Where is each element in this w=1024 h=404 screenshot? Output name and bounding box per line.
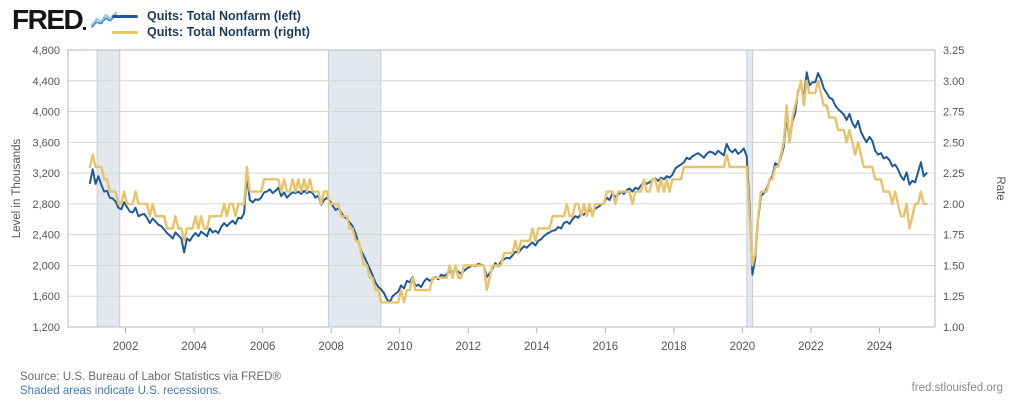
- y-left-tick-label: 3,600: [32, 137, 60, 149]
- y-right-tick-label: 2.50: [943, 137, 964, 149]
- x-tick-label: 2018: [661, 341, 687, 353]
- legend-swatch-blue: [112, 14, 138, 18]
- x-tick-label: 2016: [593, 341, 619, 353]
- legend-item-left-series: Quits: Total Nonfarm (left): [112, 8, 310, 24]
- plot-border: [67, 49, 936, 328]
- x-tick-label: 2014: [524, 341, 550, 353]
- chart-legend: Quits: Total Nonfarm (left) Quits: Total…: [112, 8, 310, 40]
- legend-label-right-series: Quits: Total Nonfarm (right): [147, 24, 310, 39]
- y-left-tick-label: 4,000: [32, 107, 60, 119]
- x-tick-label: 2010: [387, 341, 413, 353]
- x-tick-label: 2004: [181, 341, 207, 353]
- fred-logo-text: FRED: [12, 4, 84, 35]
- y-axis-right-labels: 3.25 3.00 2.75 2.50 2.25 2.00 1.75 1.50 1.25 1.00: [943, 45, 964, 334]
- y-right-tick-label: 2.25: [943, 168, 964, 180]
- y-right-tick-label: 2.00: [943, 199, 964, 211]
- x-axis-labels: 2002 2004 2006 2008 2010 2012 2014 2016 2018 2020…: [113, 328, 893, 353]
- x-tick-label: 2022: [798, 341, 824, 353]
- y-right-tick-label: 3.00: [943, 76, 964, 88]
- left-axis-title: Level in Thousands: [11, 138, 23, 238]
- y-left-tick-label: 3,200: [32, 168, 60, 180]
- legend-swatch-gold: [112, 30, 138, 34]
- y-right-tick-label: 1.00: [943, 322, 964, 334]
- series-line-rate: [88, 79, 928, 304]
- x-tick-label: 2020: [730, 341, 756, 353]
- fred-logo[interactable]: FRED: [12, 6, 119, 34]
- x-tick-label: 2006: [250, 341, 276, 353]
- y-right-tick-label: 2.75: [943, 107, 964, 119]
- fred-logo-dot: [83, 26, 87, 30]
- fred-sparkline-icon: [90, 11, 118, 28]
- y-right-tick-label: 1.50: [943, 260, 964, 272]
- right-axis-title: Rate: [994, 176, 1006, 200]
- legend-item-right-series: Quits: Total Nonfarm (right): [112, 24, 310, 40]
- series-line-level: [88, 71, 928, 304]
- y-axis-left-labels: 4,800 4,400 4,000 3,600 3,200 2,800 2,400 2,000…: [32, 45, 60, 334]
- recession-bands: [96, 50, 754, 327]
- x-tick-label: 2002: [113, 341, 139, 353]
- recession-note-link[interactable]: Shaded areas indicate U.S. recessions.: [20, 385, 222, 398]
- y-right-tick-label: 3.25: [943, 45, 964, 57]
- y-left-tick-label: 2,000: [32, 260, 60, 272]
- y-left-tick-label: 4,400: [32, 76, 60, 88]
- x-tick-label: 2012: [455, 341, 481, 353]
- source-text: Source: U.S. Bureau of Labor Statistics …: [20, 371, 281, 383]
- y-left-tick-label: 4,800: [32, 45, 60, 57]
- x-tick-label: 2024: [867, 341, 893, 353]
- y-left-tick-label: 1,200: [32, 322, 60, 334]
- chart-header: FRED: [12, 6, 119, 34]
- chart-footer: Source: U.S. Bureau of Labor Statistics …: [20, 370, 281, 399]
- legend-label-left-series: Quits: Total Nonfarm (left): [147, 8, 301, 23]
- y-right-tick-label: 1.25: [943, 291, 964, 303]
- y-left-tick-label: 1,600: [32, 291, 60, 303]
- y-left-tick-label: 2,400: [32, 230, 60, 242]
- fred-site-text: fred.stlouisfed.org: [911, 382, 1003, 394]
- x-tick-label: 2008: [318, 341, 344, 353]
- y-left-tick-label: 2,800: [32, 199, 60, 211]
- y-right-tick-label: 1.75: [943, 230, 964, 242]
